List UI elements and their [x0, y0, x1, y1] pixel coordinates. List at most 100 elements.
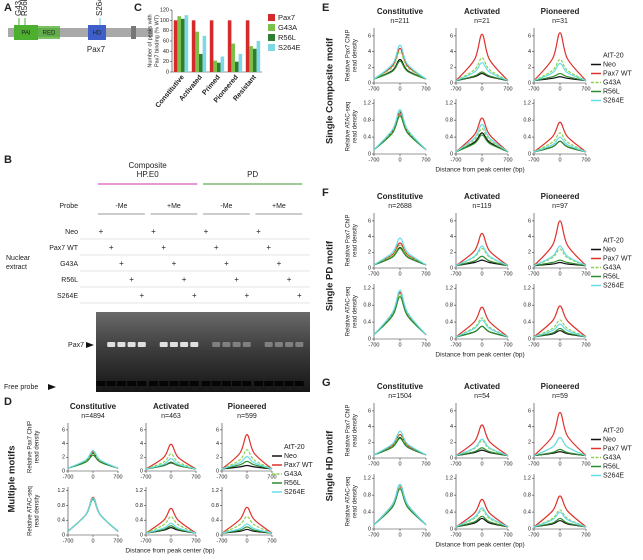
profile-line — [67, 497, 119, 532]
y-tick-label: 1.2 — [523, 101, 531, 107]
y-tick-label: 6 — [450, 33, 453, 39]
legend-label: S264E — [603, 97, 624, 104]
profile-line — [455, 123, 509, 153]
y-tick-label: 0 — [216, 468, 219, 474]
y-tick-label: 0.8 — [211, 503, 219, 509]
x-tick-label: Constitutive — [155, 74, 186, 110]
x-tick-label: -700 — [62, 474, 73, 480]
free-probe-band — [221, 381, 231, 386]
legend-title: AtT-20 — [284, 444, 305, 451]
y-tick-label: 0.4 — [523, 135, 531, 141]
y-tick-label: 0 — [140, 532, 143, 538]
x-tick-label: 700 — [581, 342, 590, 348]
plus-sign: + — [109, 243, 114, 252]
bar — [191, 20, 196, 72]
profile-line — [455, 317, 509, 338]
x-tick-label: 0 — [480, 532, 483, 538]
x-tick-label: 700 — [581, 271, 590, 277]
profile-line — [373, 296, 427, 336]
extract-name: S264E — [57, 293, 78, 300]
profile-line — [533, 132, 587, 153]
y-tick-label: 0 — [528, 80, 531, 86]
profile-line — [533, 448, 587, 457]
y-tick-label: 6 — [216, 427, 219, 433]
bar — [220, 56, 225, 72]
profile-line — [455, 306, 509, 338]
y-tick-label: 1.2 — [363, 286, 371, 292]
profile-line — [373, 113, 427, 151]
profile-line — [373, 244, 427, 266]
legend-label: G43A — [278, 23, 297, 32]
legend-label: R56L — [603, 88, 620, 95]
y-tick-label: 6 — [368, 408, 371, 414]
y-tick-label: 4 — [216, 441, 219, 447]
x-tick-label: 0 — [480, 461, 483, 467]
free-probe-band — [127, 381, 137, 386]
lane-number: 2 — [110, 386, 113, 391]
condition: +Me — [272, 203, 286, 210]
y-axis-label: Relative ATAC-seq — [346, 287, 352, 337]
n-label: n=211 — [390, 18, 409, 25]
y-tick-label: 0 — [166, 69, 169, 75]
bar — [213, 60, 217, 72]
x-tick-label: 0 — [91, 538, 94, 544]
x-tick-label: 700 — [191, 538, 200, 544]
x-tick-label: 700 — [421, 271, 430, 277]
gel-band — [274, 342, 283, 347]
probe-label: Probe — [59, 203, 78, 210]
profile-line — [455, 507, 509, 528]
y-tick-label: 4 — [528, 424, 531, 430]
profile-line — [221, 528, 273, 534]
mutation-label: R56L — [20, 0, 29, 16]
x-tick-label: 700 — [421, 342, 430, 348]
y-axis-label: read density — [353, 224, 359, 257]
y-tick-label: 0.8 — [523, 303, 531, 309]
lane-number: 5 — [141, 386, 144, 391]
legend-label: G43A — [603, 454, 621, 461]
y-tick-label: 0.4 — [211, 518, 219, 524]
profile-line — [67, 449, 119, 469]
x-tick-label: 0 — [398, 157, 401, 163]
profile-line — [533, 58, 587, 82]
column-title: Constitutive — [377, 382, 424, 391]
x-tick-label: -700 — [140, 538, 151, 544]
profile-line — [533, 62, 587, 82]
x-tick-label: 700 — [503, 342, 512, 348]
legend-label: S264E — [284, 489, 305, 496]
x-tick-label: -700 — [528, 157, 539, 163]
profile-line — [221, 449, 273, 470]
y-tick-label: 0 — [528, 455, 531, 461]
bar — [245, 20, 250, 72]
panel-letter: B — [4, 154, 12, 166]
y-tick-label: 0 — [368, 80, 371, 86]
profile-line — [455, 245, 509, 267]
bar — [199, 53, 203, 72]
x-tick-label: 700 — [503, 271, 512, 277]
profile-line — [455, 57, 509, 82]
x-tick-label: 700 — [421, 157, 430, 163]
x-tick-label: 0 — [558, 461, 561, 467]
arrow — [86, 342, 94, 348]
row-label: Single PD motif — [325, 240, 336, 311]
y-tick-label: 6 — [62, 427, 65, 433]
n-label: n=97 — [552, 203, 568, 210]
profile-line — [67, 497, 119, 532]
bar — [249, 46, 253, 72]
profile-line — [221, 434, 273, 470]
y-tick-label: 0.8 — [523, 118, 531, 124]
legend-label: Pax7 WT — [603, 445, 633, 452]
profile-line — [533, 259, 587, 267]
y-tick-label: 0 — [368, 151, 371, 157]
profile-line — [221, 464, 273, 470]
gel-band — [295, 342, 304, 347]
plus-sign: + — [99, 227, 104, 236]
panel-letter: E — [322, 2, 329, 14]
x-tick-label: 700 — [581, 461, 590, 467]
profile-line — [373, 488, 427, 526]
y-tick-label: 0.4 — [363, 320, 371, 326]
probe-name: Composite — [129, 161, 168, 170]
profile-line — [373, 111, 427, 151]
profile-line — [373, 50, 427, 80]
free-probe-band — [179, 381, 189, 386]
lane-number: 11 — [204, 386, 209, 391]
